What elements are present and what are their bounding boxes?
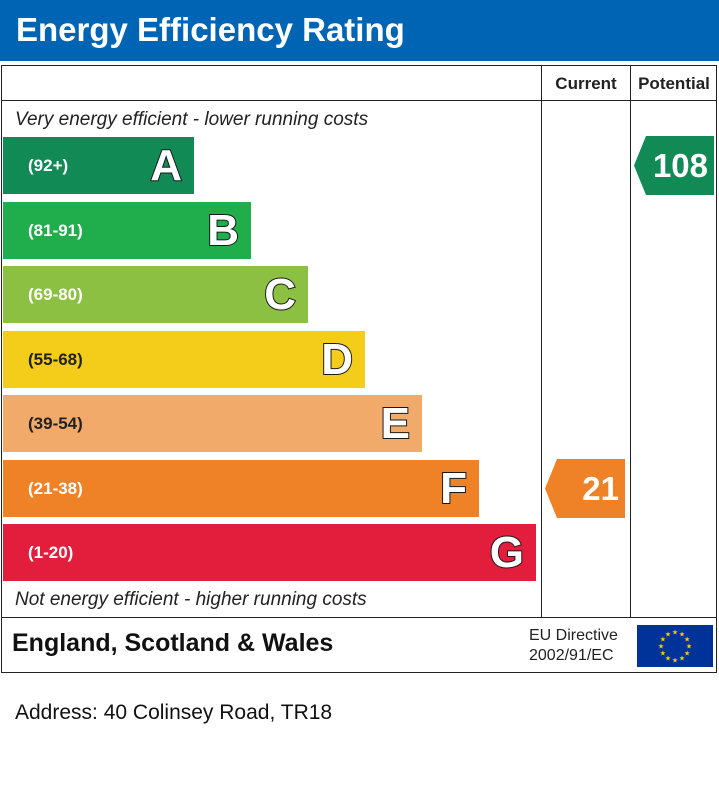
band-range-label: (81-91)	[28, 221, 83, 240]
band-letter: A	[149, 140, 183, 191]
band-letter: C	[263, 269, 297, 320]
band-range-label: (69-80)	[28, 285, 83, 304]
current-column-header: Current	[555, 74, 617, 93]
band-range-label: (92+)	[28, 156, 69, 175]
divider-potential-left	[630, 65, 631, 618]
footer-country: England, Scotland & Wales	[12, 629, 334, 657]
divider-footer	[1, 617, 717, 618]
band-f: (21-38) F	[3, 460, 479, 517]
svg-text:★: ★	[684, 636, 690, 644]
svg-text:★: ★	[686, 643, 692, 651]
potential-rating-value: 108	[652, 147, 708, 184]
svg-text:★: ★	[660, 636, 666, 644]
divider-header	[1, 100, 717, 101]
svg-text:★: ★	[665, 630, 671, 638]
current-rating-value: 21	[582, 470, 619, 507]
band-letter: F	[439, 463, 468, 514]
svg-text:★: ★	[679, 655, 685, 663]
bottom-note: Not energy efficient - higher running co…	[15, 589, 367, 610]
band-c: (69-80) C	[3, 266, 308, 323]
band-letter: D	[320, 334, 354, 385]
band-b: (81-91) B	[3, 202, 251, 259]
property-address: Address: 40 Colinsey Road, TR18	[15, 701, 333, 724]
current-rating-marker: 21	[545, 459, 625, 518]
band-g: (1-20) G	[3, 524, 536, 581]
eu-flag-icon: ★ ★ ★ ★ ★ ★ ★ ★ ★ ★ ★ ★	[637, 625, 713, 667]
band-a: (92+) A	[3, 137, 194, 194]
svg-text:★: ★	[672, 629, 678, 637]
band-e: (39-54) E	[3, 395, 422, 452]
svg-text:★: ★	[672, 657, 678, 665]
rating-frame	[1, 65, 717, 673]
eu-directive: EU Directive 2002/91/EC	[529, 626, 618, 666]
band-range-label: (21-38)	[28, 479, 83, 498]
band-d: (55-68) D	[3, 331, 365, 388]
potential-column-header: Potential	[638, 74, 710, 93]
band-letter: B	[206, 205, 240, 256]
band-letter: E	[380, 398, 411, 449]
svg-text:★: ★	[665, 655, 671, 663]
potential-rating-marker: 108	[634, 136, 714, 195]
svg-text:★: ★	[658, 643, 664, 651]
svg-text:★: ★	[660, 650, 666, 658]
eu-directive-line1: EU Directive	[529, 627, 618, 644]
eu-directive-line2: 2002/91/EC	[529, 647, 614, 664]
band-range-label: (39-54)	[28, 414, 83, 433]
band-range-label: (1-20)	[28, 543, 74, 562]
svg-text:★: ★	[679, 630, 685, 638]
divider-current-left	[541, 65, 542, 618]
svg-text:★: ★	[684, 650, 690, 658]
chart-title: Energy Efficiency Rating	[16, 11, 405, 48]
band-letter: G	[489, 527, 525, 578]
top-note: Very energy efficient - lower running co…	[15, 109, 369, 130]
band-range-label: (55-68)	[28, 350, 83, 369]
header-bar: Energy Efficiency Rating	[0, 0, 719, 61]
